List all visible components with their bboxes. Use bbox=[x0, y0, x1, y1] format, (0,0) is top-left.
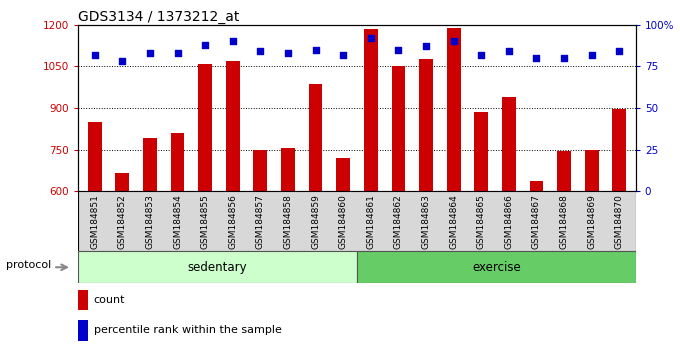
Bar bbox=[309, 84, 322, 191]
Bar bbox=[530, 182, 543, 191]
Point bbox=[145, 50, 156, 56]
Point bbox=[586, 52, 597, 58]
Text: GSM184864: GSM184864 bbox=[449, 194, 458, 249]
Bar bbox=[171, 133, 184, 191]
Bar bbox=[357, 251, 636, 283]
Text: percentile rank within the sample: percentile rank within the sample bbox=[94, 325, 282, 335]
Point bbox=[420, 44, 431, 49]
Text: GSM184855: GSM184855 bbox=[201, 194, 209, 249]
Bar bbox=[88, 122, 102, 191]
Bar bbox=[226, 61, 239, 191]
Text: GSM184868: GSM184868 bbox=[560, 194, 568, 249]
Text: GSM184862: GSM184862 bbox=[394, 194, 403, 249]
Text: GSM184857: GSM184857 bbox=[256, 194, 265, 249]
Bar bbox=[447, 28, 460, 191]
Text: GSM184858: GSM184858 bbox=[284, 194, 292, 249]
Text: GSM184856: GSM184856 bbox=[228, 194, 237, 249]
Text: protocol: protocol bbox=[6, 260, 52, 270]
Point bbox=[614, 48, 625, 54]
Text: GSM184865: GSM184865 bbox=[477, 194, 486, 249]
Bar bbox=[585, 150, 598, 191]
Text: GDS3134 / 1373212_at: GDS3134 / 1373212_at bbox=[78, 10, 239, 24]
Point bbox=[448, 39, 459, 44]
Bar bbox=[281, 148, 295, 191]
Bar bbox=[502, 97, 515, 191]
Bar bbox=[557, 151, 571, 191]
Text: GSM184852: GSM184852 bbox=[118, 194, 127, 249]
Bar bbox=[254, 150, 267, 191]
Bar bbox=[78, 290, 88, 310]
Text: GSM184869: GSM184869 bbox=[587, 194, 596, 249]
Point bbox=[227, 39, 238, 44]
Point bbox=[172, 50, 183, 56]
Bar bbox=[337, 158, 350, 191]
Text: GSM184870: GSM184870 bbox=[615, 194, 624, 249]
Bar bbox=[364, 29, 377, 191]
Text: GSM184860: GSM184860 bbox=[339, 194, 347, 249]
Text: exercise: exercise bbox=[472, 261, 521, 274]
Point bbox=[283, 50, 294, 56]
Point bbox=[558, 55, 569, 61]
Bar bbox=[612, 109, 626, 191]
Point bbox=[200, 42, 211, 47]
Point bbox=[503, 48, 514, 54]
Point bbox=[393, 47, 404, 53]
Text: GSM184863: GSM184863 bbox=[422, 194, 430, 249]
Bar bbox=[199, 64, 212, 191]
Bar bbox=[475, 112, 488, 191]
Point bbox=[89, 52, 100, 58]
Bar bbox=[78, 191, 636, 251]
Bar bbox=[78, 251, 357, 283]
Text: sedentary: sedentary bbox=[188, 261, 248, 274]
Text: count: count bbox=[94, 295, 125, 305]
Bar bbox=[116, 173, 129, 191]
Bar bbox=[392, 67, 405, 191]
Point bbox=[365, 35, 376, 41]
Text: GSM184854: GSM184854 bbox=[173, 194, 182, 249]
Point bbox=[255, 48, 266, 54]
Text: GSM184861: GSM184861 bbox=[367, 194, 375, 249]
Text: GSM184853: GSM184853 bbox=[146, 194, 154, 249]
Text: GSM184867: GSM184867 bbox=[532, 194, 541, 249]
Point bbox=[310, 47, 321, 53]
Text: GSM184866: GSM184866 bbox=[505, 194, 513, 249]
Point bbox=[531, 55, 542, 61]
Bar bbox=[143, 138, 157, 191]
Text: GSM184859: GSM184859 bbox=[311, 194, 320, 249]
Text: GSM184851: GSM184851 bbox=[90, 194, 99, 249]
Point bbox=[476, 52, 487, 58]
Bar bbox=[78, 320, 88, 341]
Point bbox=[338, 52, 349, 58]
Bar bbox=[419, 59, 433, 191]
Point bbox=[117, 58, 128, 64]
